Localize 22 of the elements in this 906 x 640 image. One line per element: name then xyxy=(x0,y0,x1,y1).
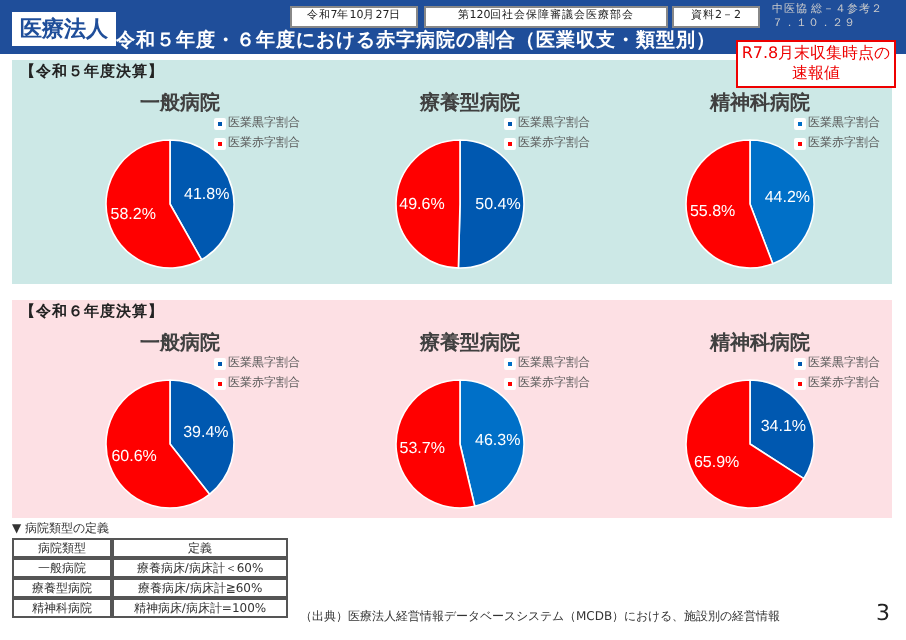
text: R7.8月末収集時点の速報値 xyxy=(736,40,896,88)
data-label: 34.1% xyxy=(760,416,807,435)
data-label: 44.2% xyxy=(764,188,811,207)
text: 3 xyxy=(876,600,890,626)
chart-title: 一般病院 xyxy=(140,331,220,355)
data-label: 46.3% xyxy=(475,430,521,449)
chart-title: 療養型病院 xyxy=(418,331,520,355)
data-label: 50.4% xyxy=(475,195,521,214)
chart-title: 一般病院 xyxy=(140,91,220,115)
data-label: 65.9% xyxy=(693,453,740,472)
data-label: 49.6% xyxy=(399,194,445,213)
data-label: 58.2% xyxy=(110,204,156,223)
data-label: 60.6% xyxy=(111,447,157,466)
chart-title: 精神科病院 xyxy=(708,91,810,115)
data-label: 55.8% xyxy=(689,201,736,220)
data-label: 39.4% xyxy=(183,422,229,441)
data-label: 41.8% xyxy=(184,185,230,204)
chart-title: 療養型病院 xyxy=(418,91,520,115)
text: 令和５年度・６年度における赤字病院の割合（医業収支・類型別） xyxy=(116,28,716,54)
data-label: 53.7% xyxy=(399,439,445,458)
text: 医療法人 xyxy=(20,16,108,42)
chart-title: 精神科病院 xyxy=(708,331,810,355)
